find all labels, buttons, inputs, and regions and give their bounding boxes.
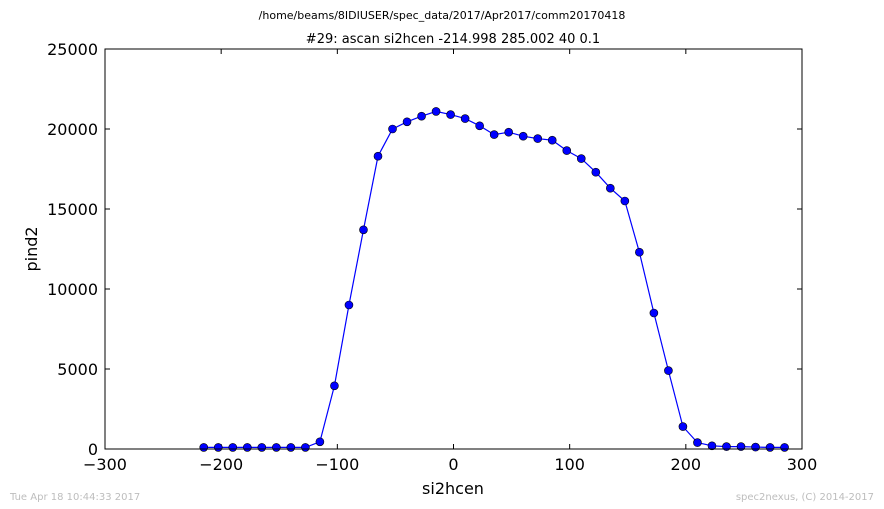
- data-point: [576, 154, 586, 163]
- data-point: [475, 121, 484, 131]
- data-point: [504, 127, 513, 137]
- plot-frame: [104, 48, 803, 450]
- data-point: [417, 111, 426, 121]
- data-point: [707, 441, 717, 451]
- footer-timestamp: Tue Apr 18 10:44:33 2017: [10, 492, 141, 503]
- footer-credit: spec2nexus, (C) 2014-2017: [735, 492, 874, 503]
- data-point: [693, 438, 702, 447]
- data-point: [272, 443, 281, 452]
- x-tick-label: −200: [199, 455, 243, 474]
- data-point: [359, 225, 368, 235]
- data-point: [649, 308, 659, 318]
- x-axis-label: si2hcen: [422, 479, 484, 498]
- data-point: [547, 135, 557, 145]
- y-tick-label: 25000: [47, 40, 98, 59]
- data-point: [243, 443, 252, 452]
- data-point: [765, 443, 775, 452]
- plot-area: −300 −200 −100 0 100 200 300 0 5000 10000 15000 200…: [47, 40, 817, 474]
- data-point: [606, 183, 615, 193]
- data-point: [678, 422, 688, 431]
- y-tick-label: 0: [88, 440, 98, 459]
- y-tick-label: 15000: [47, 200, 98, 219]
- data-point: [344, 300, 354, 310]
- data-point: [199, 443, 209, 452]
- data-point: [635, 247, 644, 257]
- data-point: [460, 114, 470, 123]
- x-tick-label: 200: [671, 455, 702, 474]
- x-tick-label: −300: [83, 455, 127, 474]
- y-tick-label: 10000: [47, 280, 98, 299]
- data-point: [330, 381, 339, 391]
- data-point: [213, 443, 223, 452]
- chart-suptitle: /home/beams/8IDIUSER/spec_data/2017/Apr2…: [259, 9, 626, 22]
- data-point: [286, 443, 296, 452]
- x-tick-label: 0: [448, 455, 458, 474]
- data-point: [373, 151, 383, 161]
- data-point: [257, 443, 267, 452]
- x-tick-label: −100: [315, 455, 359, 474]
- x-tick-label: 300: [787, 455, 818, 474]
- data-point: [431, 107, 441, 116]
- data-point: [591, 167, 601, 177]
- data-point: [315, 437, 325, 447]
- y-axis-label: pind2: [22, 226, 41, 271]
- data-point: [620, 196, 630, 206]
- y-tick-label: 20000: [47, 120, 98, 139]
- data-point: [446, 110, 455, 119]
- data-point: [228, 443, 238, 452]
- data-point: [518, 131, 528, 141]
- x-tick-label: 100: [554, 455, 585, 474]
- data-point: [402, 117, 412, 127]
- data-point: [388, 124, 397, 134]
- data-point: [780, 443, 789, 452]
- data-point: [751, 442, 760, 452]
- data-point: [489, 130, 499, 139]
- series-line: [203, 110, 785, 448]
- data-point: [664, 366, 673, 375]
- y-tick-label: 5000: [57, 360, 98, 379]
- data-point: [562, 146, 572, 155]
- data-point: [301, 443, 310, 452]
- data-point: [533, 134, 543, 143]
- chart-title: #29: ascan si2hcen -214.998 285.002 40 0…: [306, 32, 600, 47]
